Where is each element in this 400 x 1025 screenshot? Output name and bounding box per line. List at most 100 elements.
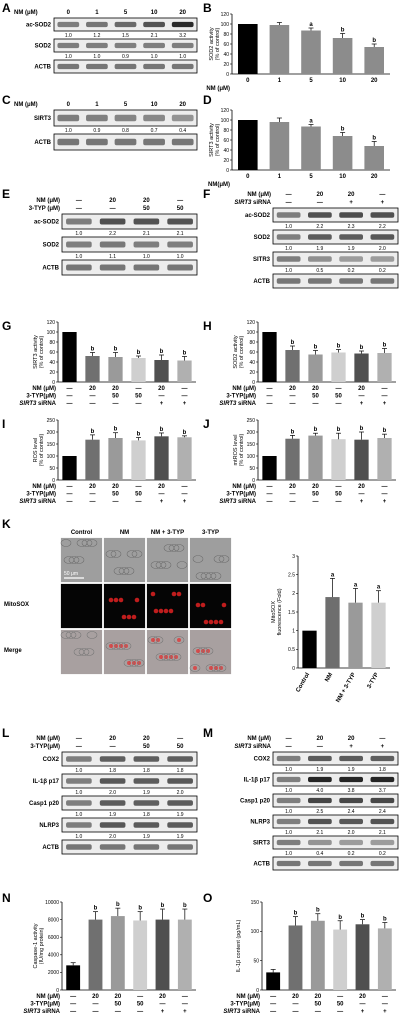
condition-label: 3-TYP(μM) (26, 394, 56, 400)
y-tick-label: 200 (47, 430, 56, 436)
bar (325, 597, 340, 668)
blot-header-value: 20 (143, 736, 150, 742)
bar (154, 436, 169, 480)
blot-band (308, 839, 332, 846)
blot-band (370, 212, 395, 218)
micrograph-tile (103, 583, 146, 629)
bar (377, 353, 392, 382)
blot-header-label: NM (μM) (247, 192, 271, 198)
blot-band (276, 234, 301, 240)
blot-band (171, 42, 194, 49)
blot-quant-value: 2.4 (348, 809, 355, 815)
condition-value: — (182, 386, 188, 392)
blot-quant-value: 1.9 (143, 790, 150, 796)
blot-band (143, 63, 165, 70)
condition-value: 50 (137, 1002, 144, 1008)
cell-outline (81, 539, 93, 547)
bar (238, 24, 258, 74)
blot-protein-label: IL-1β p17 (244, 778, 271, 784)
cell-outline (189, 664, 201, 672)
condition-value: — (67, 499, 73, 505)
blot-band (276, 755, 301, 762)
bar (285, 438, 300, 480)
blot-quant-value: 1.0 (285, 767, 292, 773)
y-tick-label: 40 (223, 148, 229, 154)
condition-label: SIRT3 siRNA (219, 499, 256, 505)
blot-header-value: 20 (179, 102, 186, 108)
condition-value: — (136, 401, 142, 407)
blot-band (86, 63, 108, 70)
blot-band (86, 21, 108, 28)
condition-value: — (360, 1002, 366, 1008)
blot-band (339, 860, 363, 867)
bar (308, 435, 323, 480)
significance-letter: b (91, 347, 95, 353)
blot-quant-value: 0.7 (151, 128, 158, 134)
condition-label: 3-TYP(μM) (26, 492, 56, 498)
bar (332, 136, 353, 170)
condition-value: — (182, 1002, 188, 1008)
blot-quant-value: 1.0 (285, 224, 292, 230)
blot-protein-label: Casp1 p20 (240, 799, 271, 805)
significance-letter: a (331, 572, 335, 578)
blot-quant-value: 1.8 (177, 768, 184, 774)
y-tick-label: 100 (247, 454, 256, 460)
bar (85, 439, 100, 480)
blot-protein-label: SOD2 (254, 235, 271, 241)
condition-value: — (137, 994, 143, 1000)
blot-strip (272, 793, 399, 808)
condition-value: — (337, 994, 343, 1000)
cell-outline (110, 550, 122, 558)
blot-header-value: 20 (109, 198, 116, 204)
condition-label: 3-TYP(μM) (30, 1002, 60, 1008)
blot-protein-label: SIRT3 (253, 841, 271, 847)
y-tick-label: 60 (49, 350, 55, 356)
fluorescent-cell (159, 655, 163, 659)
blot-band (339, 797, 363, 804)
condition-value: + (360, 401, 364, 407)
blot-protein-label: SOD2 (35, 44, 52, 50)
cell-outline (173, 636, 185, 644)
fluorescent-cell (113, 597, 119, 603)
y-tick-label: 50 (249, 466, 255, 472)
micrograph-tile (146, 583, 189, 629)
condition-value: — (182, 994, 188, 1000)
blot-quant-value: 2.2 (316, 224, 323, 230)
blot-band (114, 138, 137, 146)
blot-band (99, 844, 126, 850)
blot-quant-value: 1.0 (75, 254, 82, 260)
blot-band (339, 839, 363, 846)
blot-band (99, 778, 126, 784)
blot-header-label: NM (μM) (14, 10, 38, 16)
y-tick-label: 0 (52, 478, 55, 484)
panel-letter-G: G (2, 319, 11, 333)
blot-header-value: 1 (95, 10, 99, 16)
micrograph-tile (60, 583, 103, 629)
cell-outline (78, 648, 90, 656)
condition-value: — (293, 1002, 299, 1008)
condition-value: 20 (289, 484, 296, 490)
cell-outline (131, 550, 143, 558)
blot-band (167, 822, 193, 828)
blot-protein-label: Casp1 p20 (29, 801, 60, 807)
y-tick-label: 0 (52, 380, 55, 386)
bar (377, 928, 392, 990)
significance-letter: b (138, 906, 142, 912)
blot-strip (272, 273, 399, 289)
blot-strip (61, 817, 198, 833)
blot-protein-label: ac-SOD2 (245, 213, 271, 219)
condition-value: — (182, 394, 188, 400)
blot-protein-label: ACTB (34, 140, 51, 146)
blot-band (57, 63, 80, 70)
condition-value: + (161, 1009, 165, 1015)
fluorescent-cell (195, 602, 201, 608)
x-tick-label: 10 (339, 174, 346, 180)
condition-value: — (90, 394, 96, 400)
condition-value: — (290, 499, 296, 505)
blot-header-value: 5 (124, 102, 128, 108)
blot-header-value: 50 (143, 206, 150, 212)
blot-header-label: NM (μM) (247, 736, 271, 742)
condition-value: — (290, 394, 296, 400)
blot-strip (61, 259, 198, 276)
blot-quant-value: 1.1 (109, 254, 116, 260)
